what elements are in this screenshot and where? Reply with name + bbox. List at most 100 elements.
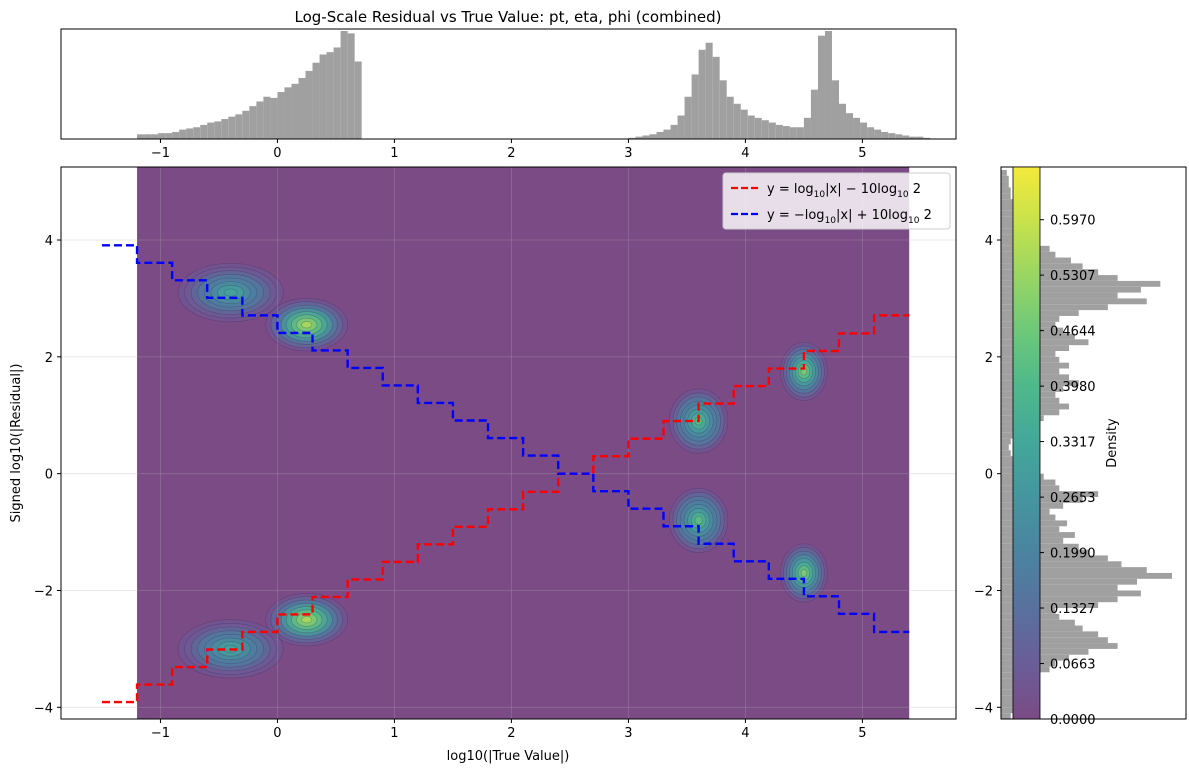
right-y-tick-label: 4 — [985, 234, 993, 249]
right-histogram-bar — [1001, 339, 1089, 346]
top-histogram-bar — [263, 96, 271, 139]
top-histogram-bar — [874, 129, 882, 139]
top-histogram-bar — [642, 135, 650, 139]
top-histogram-bar — [649, 134, 657, 139]
right-histogram-bar — [1001, 695, 1021, 702]
top-histogram-bar — [853, 117, 861, 139]
top-histogram-bar — [909, 136, 917, 139]
right-histogram-bar — [1001, 444, 1009, 451]
right-histogram-bar — [1001, 298, 1147, 305]
right-histogram-bar — [1001, 269, 1099, 276]
right-histogram-bar — [1001, 181, 1009, 188]
legend-label-blue: y = −log10|x| + 10log10 2 — [767, 208, 932, 226]
top-histogram-bar — [839, 103, 847, 139]
right-histogram-bar — [1001, 175, 1009, 182]
right-histogram-bar — [1001, 631, 1099, 638]
x-tick-label: 3 — [624, 726, 632, 741]
right-histogram-bar — [1001, 426, 1021, 433]
right-histogram-bar — [1001, 637, 1108, 644]
right-histogram-bar — [1001, 280, 1161, 287]
top-histogram-bar — [916, 136, 924, 139]
top-histogram-bar — [151, 134, 159, 139]
legend-label-red: y = log10|x| − 10log10 2 — [767, 182, 921, 200]
density-contour — [301, 616, 313, 624]
top-histogram-bar — [712, 56, 720, 139]
colorbar-tick-label: 0.3317 — [1050, 436, 1096, 451]
x-tick-label: −1 — [151, 726, 170, 741]
right-histogram-bar — [1001, 561, 1122, 568]
colorbar-tick-label: 0.0000 — [1050, 713, 1096, 728]
right-histogram-bar — [1001, 578, 1138, 585]
top-histogram-bar — [740, 109, 748, 139]
right-histogram-bar — [1001, 602, 1099, 609]
right-histogram-bar — [1001, 549, 1089, 556]
y-tick-label: 4 — [45, 234, 53, 249]
top-histogram-bar — [923, 137, 931, 139]
top-histogram-bar — [888, 133, 896, 139]
right-histogram-bar — [1001, 292, 1118, 299]
top-histogram-bar — [796, 127, 804, 139]
top-histogram-bar — [291, 83, 299, 139]
top-histogram-bar — [846, 113, 854, 139]
top-histogram-bar — [881, 131, 889, 139]
right-histogram-bar — [1001, 713, 1011, 719]
top-histogram-bar — [789, 127, 797, 139]
top-histogram-bar — [137, 134, 145, 139]
right-panel-frame — [1000, 166, 1187, 720]
top-histogram-bar — [200, 124, 208, 139]
main-plot-frame — [60, 166, 957, 720]
colorbar-tick-label: 0.5307 — [1050, 269, 1096, 284]
right-histogram-bar — [1001, 304, 1108, 311]
top-histogram-bar — [768, 122, 776, 139]
right-histogram-bar — [1001, 210, 1017, 217]
top-histogram-bar — [867, 127, 875, 139]
top-histogram-bar — [186, 128, 194, 139]
right-histogram-bar — [1001, 701, 1017, 708]
right-histogram-bar — [1001, 275, 1118, 281]
right-histogram-bar — [1001, 707, 1015, 714]
top-histogram-bar — [628, 137, 636, 139]
top-histogram-bar — [326, 52, 334, 140]
top-histogram-bar — [214, 121, 222, 139]
top-histogram-bar — [179, 129, 187, 139]
top-histogram-bar — [228, 116, 236, 139]
top-histogram-bar — [691, 74, 699, 139]
top-histogram-bar — [333, 47, 341, 139]
legend-box — [722, 172, 951, 230]
top-histogram-bar — [158, 133, 166, 139]
top-histogram-bar — [670, 124, 678, 139]
right-histogram-bar — [1001, 199, 1013, 205]
top-histogram-bar — [761, 120, 769, 139]
top-histogram-bar — [235, 114, 243, 139]
top-histogram-bar — [172, 131, 180, 139]
legend: y = log10|x| − 10log10 2 y = −log10|x| +… — [722, 172, 951, 230]
right-histogram-bar — [1001, 596, 1118, 603]
top-histogram-bar — [354, 61, 362, 139]
top-panel-frame — [60, 28, 957, 140]
top-histogram-bar — [782, 126, 790, 139]
right-histogram-bar — [1001, 497, 1083, 503]
top-histogram-bar — [284, 87, 292, 139]
right-histogram-bar — [1001, 555, 1108, 562]
top-histogram-bar — [656, 131, 664, 139]
top-histogram-bar — [824, 31, 832, 139]
top-histogram-bar — [249, 106, 257, 139]
x-axis-title: log10(|True Value|) — [447, 749, 570, 764]
right-histogram-bar — [1001, 193, 1011, 200]
colorbar: 0.0000 0.0663 0.1327 0.1990 0.2653 0.3317 0.39… — [1012, 166, 1120, 728]
right-histogram-bar — [1001, 584, 1118, 591]
top-x-tick-label: 0 — [273, 146, 281, 161]
top-histogram-bar — [719, 80, 727, 139]
right-histogram-bar — [1001, 187, 1011, 194]
top-histogram-bar — [256, 101, 264, 139]
colorbar-tick-label: 0.4644 — [1050, 325, 1096, 340]
top-histogram-bar — [775, 124, 783, 139]
right-histogram-bar — [1001, 216, 1021, 223]
colorbar-label: Density — [1105, 418, 1120, 468]
right-histogram-bar — [1001, 643, 1118, 649]
top-histogram-bar — [677, 115, 685, 139]
colorbar-tick-label: 0.3980 — [1050, 380, 1096, 395]
top-histogram-bar — [684, 96, 692, 139]
top-histogram-bar — [165, 133, 173, 139]
